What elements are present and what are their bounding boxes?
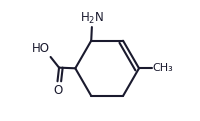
Text: O: O — [54, 84, 63, 97]
Text: CH₃: CH₃ — [153, 63, 173, 73]
Text: $\mathregular{H_2N}$: $\mathregular{H_2N}$ — [80, 11, 104, 26]
Text: HO: HO — [32, 42, 50, 55]
